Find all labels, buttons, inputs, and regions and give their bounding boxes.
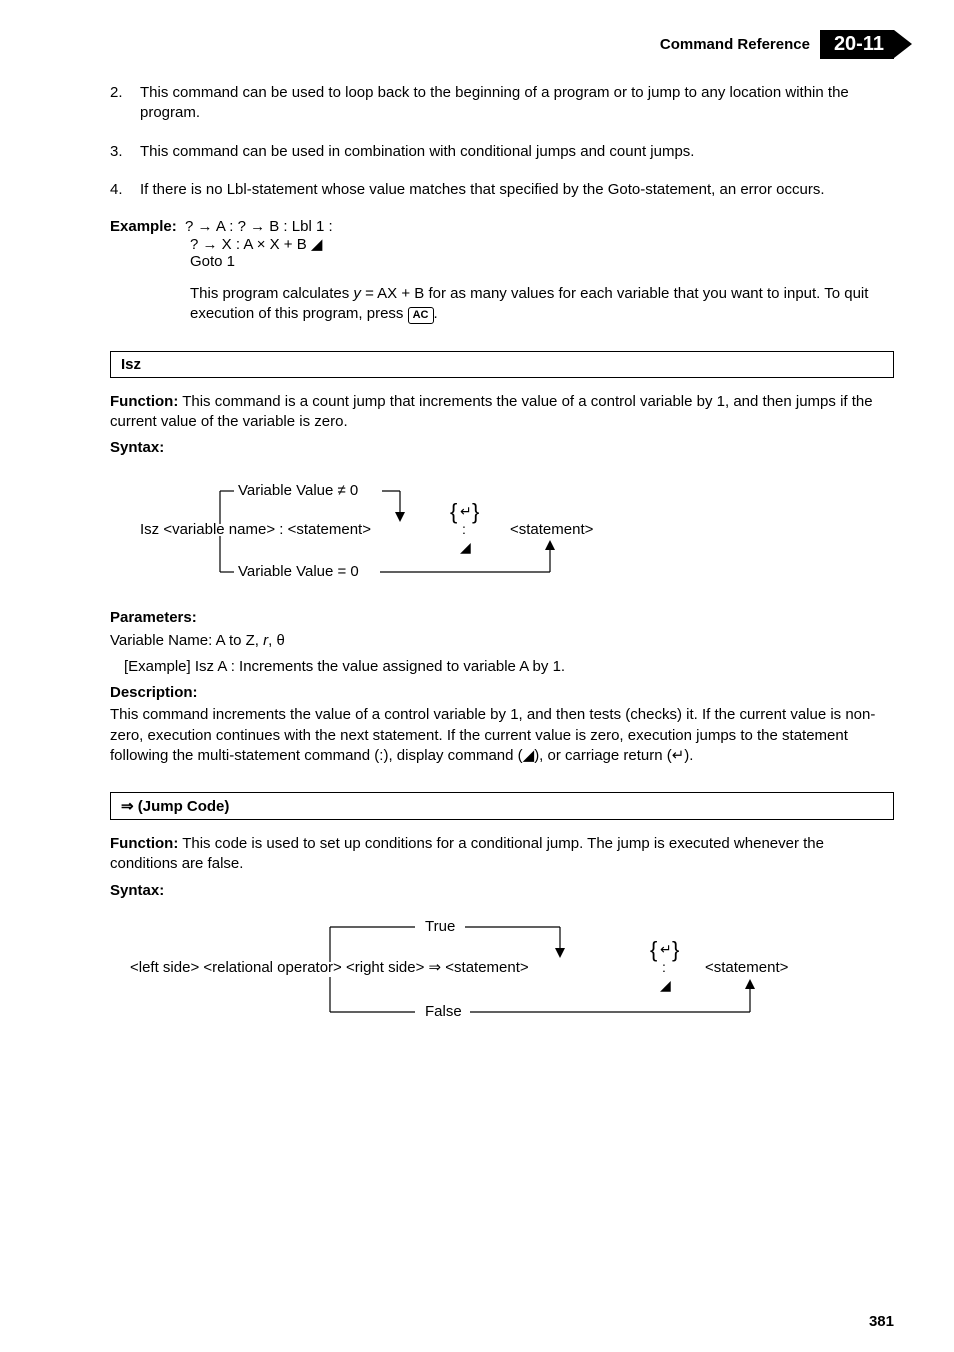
- diagram-text: <left side> <relational operator> <right…: [130, 959, 529, 976]
- diagram-text: Isz <variable name> : <statement>: [140, 521, 371, 538]
- svg-text:}: }: [472, 499, 479, 524]
- page-number: 381: [869, 1313, 894, 1330]
- list-item-4: 4. If there is no Lbl-statement whose va…: [110, 180, 894, 200]
- example-note-post: .: [434, 305, 438, 322]
- isz-syntax-diagram: Variable Value ≠ 0 Isz <variable name> :…: [110, 464, 894, 594]
- isz-syntax-label: Syntax:: [110, 438, 894, 458]
- colon-icon: :: [462, 521, 466, 537]
- list-text: This command can be used to loop back to…: [140, 83, 894, 124]
- example-note-eq: y: [353, 285, 361, 302]
- svg-text:{: {: [650, 937, 657, 962]
- page: Command Reference 20-11 2. This command …: [0, 0, 954, 1352]
- diagram-text: <statement>: [510, 521, 594, 538]
- svg-text:}: }: [672, 937, 679, 962]
- list-num: 3.: [110, 142, 130, 162]
- display-icon: ◢: [460, 539, 471, 555]
- list-num: 2.: [110, 83, 130, 124]
- list-item-2: 2. This command can be used to loop back…: [110, 83, 894, 124]
- section-badge: 20-11: [820, 30, 894, 59]
- jump-title-box: ⇒ (Jump Code): [110, 792, 894, 820]
- header-title: Command Reference: [660, 36, 810, 53]
- diagram-text: Variable Value = 0: [238, 563, 359, 580]
- example-note: This program calculates y = AX + B for a…: [190, 284, 894, 325]
- colon-icon: :: [662, 959, 666, 975]
- diagram-text: <statement>: [705, 959, 789, 976]
- isz-params-label: Parameters:: [110, 608, 894, 628]
- example-code3: Goto 1: [190, 253, 894, 270]
- jump-function-text: This code is used to set up conditions f…: [110, 835, 824, 872]
- header-bar: Command Reference 20-11: [110, 30, 894, 59]
- diagram-text: Variable Value ≠ 0: [238, 482, 358, 499]
- list-text: This command can be used in combination …: [140, 142, 694, 162]
- example-line1: Example: ? → A : ? → B : Lbl 1 :: [110, 218, 894, 235]
- example-label: Example:: [110, 218, 177, 235]
- isz-title-box: Isz: [110, 351, 894, 378]
- list-item-3: 3. This command can be used in combinati…: [110, 142, 894, 162]
- example-note-pre: This program calculates: [190, 285, 353, 302]
- diagram-text: True: [425, 918, 455, 935]
- list-num: 4.: [110, 180, 130, 200]
- isz-function: Function: This command is a count jump t…: [110, 392, 894, 433]
- jump-function: Function: This code is used to set up co…: [110, 834, 894, 875]
- svg-text:{: {: [450, 499, 457, 524]
- example-code1: ? → A : ? → B : Lbl 1 :: [185, 218, 333, 235]
- return-icon: ↵: [460, 503, 472, 519]
- isz-function-text: This command is a count jump that increm…: [110, 393, 873, 430]
- jump-syntax-label: Syntax:: [110, 881, 894, 901]
- params-pre: Variable Name: A to Z,: [110, 632, 263, 649]
- jump-title: ⇒ (Jump Code): [121, 797, 883, 815]
- diagram-text: False: [425, 1003, 462, 1020]
- isz-desc-text: This command increments the value of a c…: [110, 705, 894, 766]
- display-icon: ◢: [660, 977, 671, 993]
- isz-function-label: Function:: [110, 393, 178, 410]
- isz-desc-label: Description:: [110, 683, 894, 703]
- example-block: Example: ? → A : ? → B : Lbl 1 : ? → X :…: [110, 218, 894, 325]
- ac-key-icon: AC: [408, 307, 434, 323]
- isz-title: Isz: [121, 356, 883, 373]
- jump-syntax-diagram: True <left side> <relational operator> <…: [110, 907, 894, 1032]
- jump-function-label: Function:: [110, 835, 178, 852]
- list-text: If there is no Lbl-statement whose value…: [140, 180, 825, 200]
- isz-params-example: [Example] Isz A : Increments the value a…: [124, 657, 894, 677]
- params-theta: , θ: [268, 632, 285, 649]
- example-code2: ? → X : A × X + B ◢: [190, 235, 894, 253]
- isz-params-text: Variable Name: A to Z, r, θ: [110, 631, 894, 651]
- return-icon: ↵: [660, 941, 672, 957]
